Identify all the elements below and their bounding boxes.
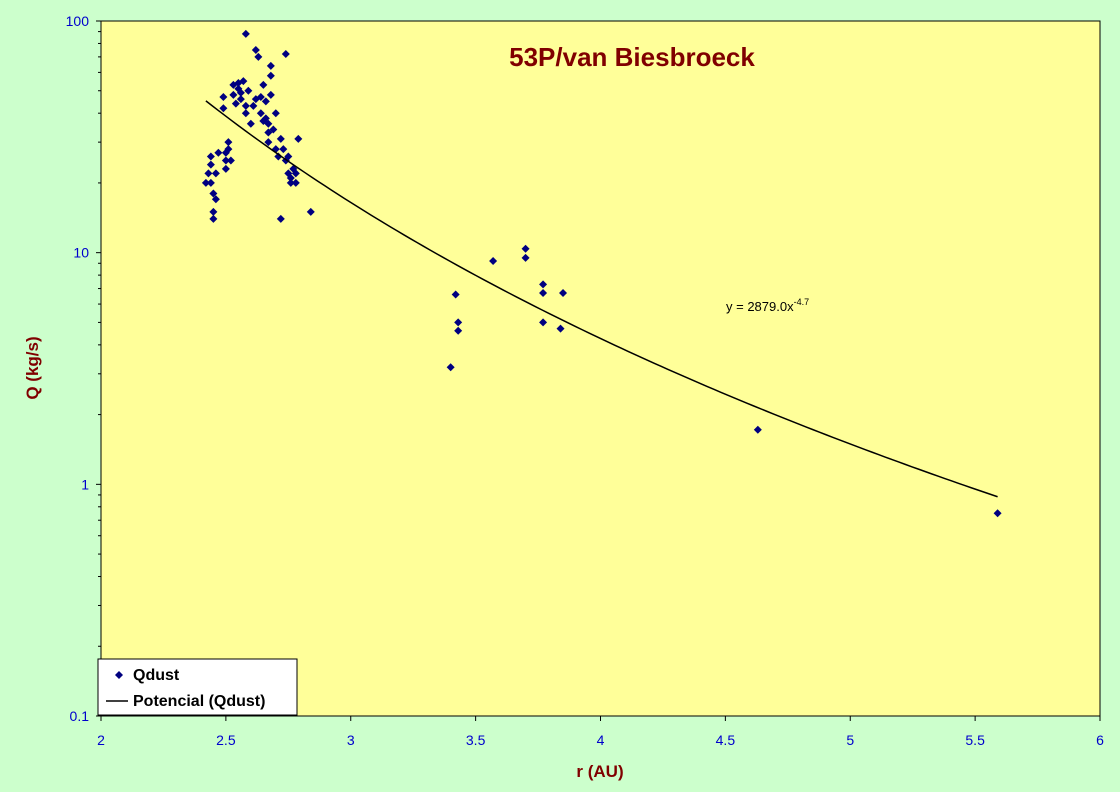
data-point — [241, 101, 250, 110]
data-point — [241, 109, 250, 118]
data-point — [241, 29, 250, 38]
data-point — [261, 97, 270, 106]
data-point — [236, 88, 245, 97]
data-point — [286, 178, 295, 187]
x-tick-label: 3 — [347, 732, 355, 748]
data-point — [206, 178, 215, 187]
x-tick-label: 5 — [846, 732, 854, 748]
x-tick-label: 4.5 — [716, 732, 736, 748]
equation-prefix: y = 2879.0x — [726, 299, 794, 314]
data-point — [221, 156, 230, 165]
data-point — [286, 174, 295, 183]
data-point — [451, 290, 460, 299]
data-point — [489, 257, 498, 266]
data-point — [269, 125, 278, 134]
data-point — [294, 134, 303, 143]
data-point — [281, 50, 290, 59]
trendline-potencial — [205, 100, 998, 498]
data-point — [256, 109, 265, 118]
trendline-equation: y = 2879.0x-4.7 — [726, 297, 809, 314]
data-point — [266, 71, 275, 80]
data-point — [279, 145, 288, 154]
legend: Qdust Potencial (Qdust) — [97, 658, 298, 716]
data-point — [219, 104, 228, 113]
data-point — [229, 90, 238, 99]
x-tick-label: 3.5 — [466, 732, 486, 748]
data-point — [559, 288, 568, 297]
data-point — [201, 178, 210, 187]
data-point — [204, 169, 213, 178]
x-tick-label: 6 — [1096, 732, 1104, 748]
y-axis-title: Q (kg/s) — [23, 336, 42, 399]
data-point — [224, 145, 233, 154]
data-point — [219, 92, 228, 101]
y-tick-label: 0.1 — [70, 708, 90, 724]
data-point — [556, 324, 565, 333]
plot-area — [100, 20, 1101, 717]
data-point — [254, 52, 263, 61]
x-tick-label: 4 — [597, 732, 605, 748]
data-point — [521, 244, 530, 253]
trendline-layer — [205, 100, 998, 498]
axes: 2 2.5 3 3.5 4 4.5 5 5.5 6 0.1 1 10 100 — [66, 13, 1104, 748]
data-point — [446, 363, 455, 372]
data-point — [753, 425, 762, 434]
data-point — [236, 95, 245, 104]
data-point — [249, 101, 258, 110]
data-point — [206, 152, 215, 161]
data-point — [256, 92, 265, 101]
data-point — [224, 138, 233, 147]
data-point — [209, 214, 218, 223]
x-tick-label: 5.5 — [965, 732, 985, 748]
data-point — [246, 119, 255, 128]
data-point — [539, 280, 548, 289]
data-point — [266, 61, 275, 70]
data-point — [539, 318, 548, 327]
data-point — [259, 80, 268, 89]
data-point — [274, 152, 283, 161]
data-point — [239, 77, 248, 86]
data-point — [454, 318, 463, 327]
data-point — [306, 207, 315, 216]
data-point — [993, 509, 1002, 518]
x-tick-label: 2.5 — [216, 732, 236, 748]
y-tick-label: 100 — [66, 13, 90, 29]
chart-title: 53P/van Biesbroeck — [509, 42, 755, 72]
legend-diamond-marker — [115, 671, 123, 679]
data-point — [211, 195, 220, 204]
data-point — [251, 45, 260, 54]
data-point — [276, 214, 285, 223]
data-points — [201, 29, 1002, 518]
legend-label-potencial: Potencial (Qdust) — [133, 693, 265, 710]
data-point — [521, 253, 530, 262]
x-tick-label: 2 — [97, 732, 105, 748]
data-point — [276, 134, 285, 143]
data-point — [284, 152, 293, 161]
data-point — [266, 90, 275, 99]
legend-label-qdust: Qdust — [133, 667, 180, 684]
data-point — [264, 138, 273, 147]
data-point — [221, 164, 230, 173]
data-point — [454, 326, 463, 335]
x-axis-title: r (AU) — [576, 762, 623, 781]
legend-box — [97, 658, 298, 716]
data-point — [264, 119, 273, 128]
data-point — [209, 189, 218, 198]
y-tick-label: 10 — [73, 245, 89, 261]
data-point — [206, 160, 215, 169]
data-point — [291, 169, 300, 178]
data-point — [226, 156, 235, 165]
data-point — [209, 207, 218, 216]
data-point — [214, 148, 223, 157]
equation-exponent: -4.7 — [794, 297, 810, 307]
data-point — [271, 109, 280, 118]
data-point — [244, 86, 253, 95]
data-point — [231, 99, 240, 108]
y-tick-label: 1 — [81, 476, 89, 492]
data-point — [539, 288, 548, 297]
data-point — [211, 169, 220, 178]
data-point — [291, 178, 300, 187]
